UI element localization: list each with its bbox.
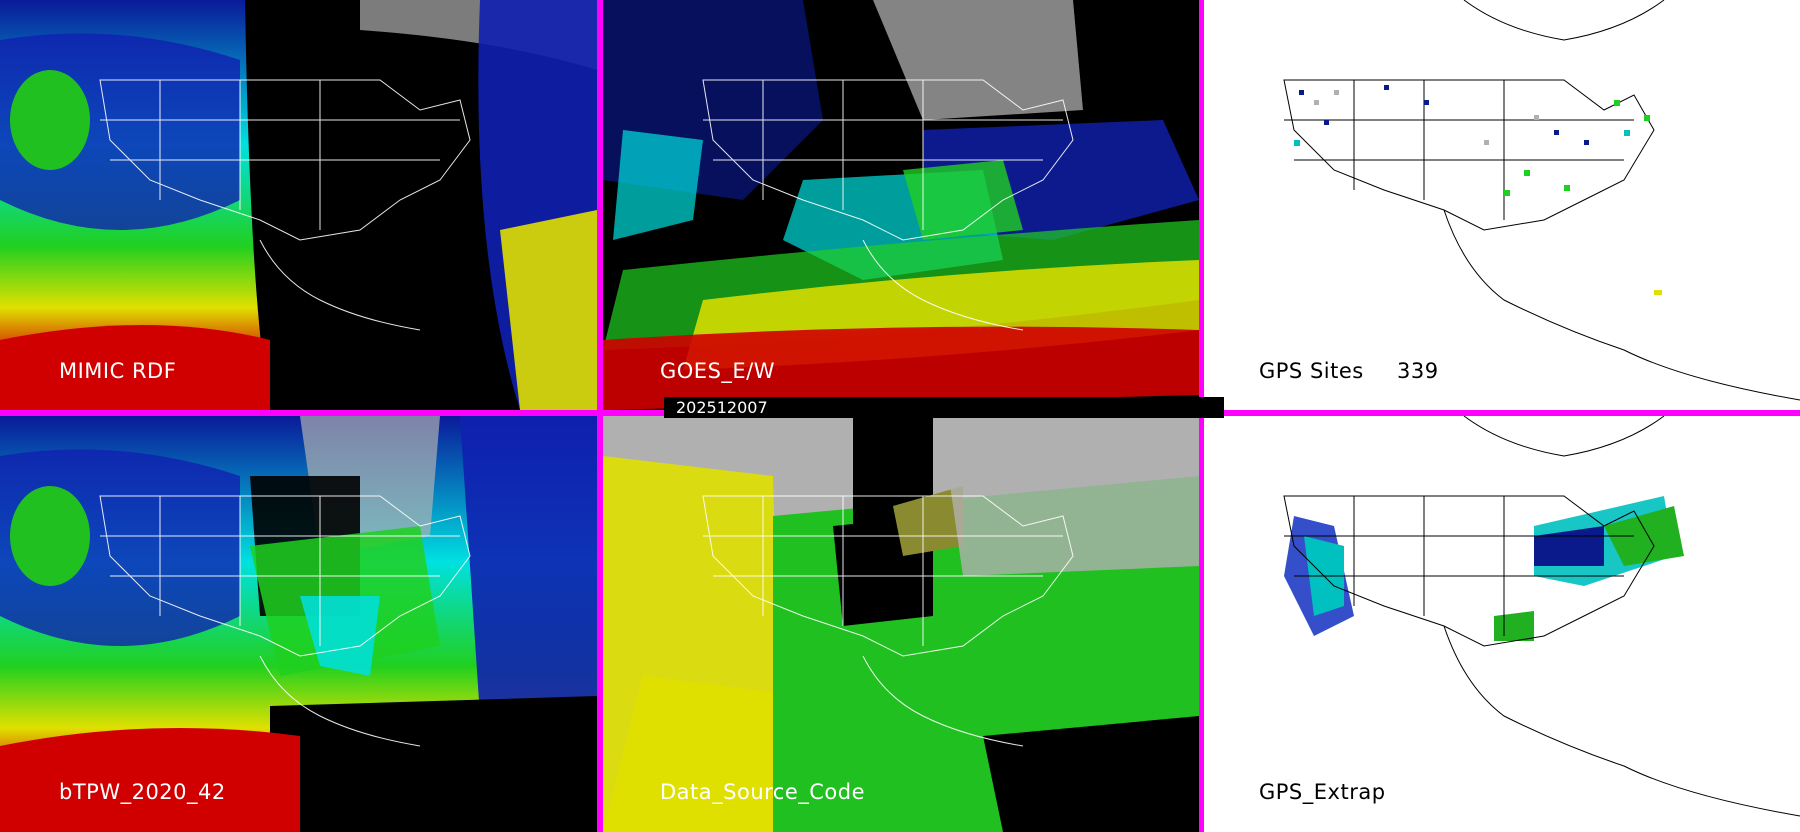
data-source-map xyxy=(603,416,1199,832)
panel-mimic-rdf: MIMIC RDF xyxy=(0,0,597,410)
panel-label: GOES_E/W xyxy=(660,359,776,383)
panel-gps-extrap: GPS_Extrap xyxy=(1204,416,1800,832)
gps-sites-label: GPS Sites xyxy=(1259,359,1364,383)
panel-gps-sites: GPS Sites 339 xyxy=(1204,0,1800,410)
panel-data-source: Data_Source_Code xyxy=(603,416,1199,832)
gps-extrap-map xyxy=(1204,416,1800,832)
gps-sites-map xyxy=(1204,0,1800,410)
panel-label: MIMIC RDF xyxy=(59,359,177,383)
panel-goes: GOES_E/W xyxy=(603,0,1199,410)
panel-divider-vertical-left xyxy=(597,0,603,832)
panel-label: GPS_Extrap xyxy=(1259,780,1386,804)
tpw-map-btpw xyxy=(0,416,597,832)
panel-btpw: bTPW_2020_42 xyxy=(0,416,597,832)
panel-label: Data_Source_Code xyxy=(660,780,866,804)
timestamp-bar xyxy=(664,397,1224,418)
tpw-map-mimic xyxy=(0,0,597,410)
timestamp: 202512007 xyxy=(676,398,768,417)
gps-sites-count: 339 xyxy=(1397,359,1439,383)
tpw-map-goes xyxy=(603,0,1199,410)
panel-label: bTPW_2020_42 xyxy=(59,780,226,804)
